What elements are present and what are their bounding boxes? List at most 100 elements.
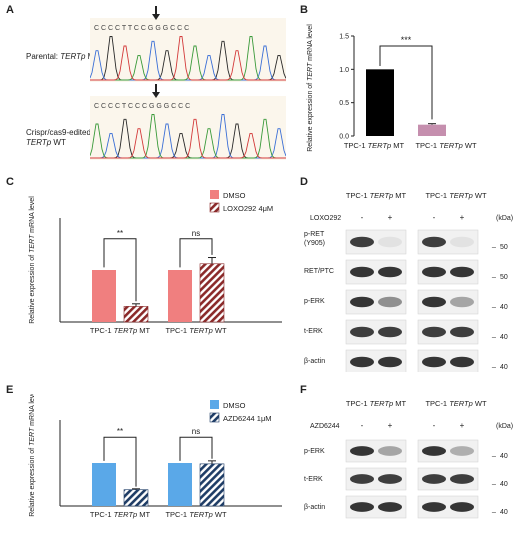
sequence-1: C C C C T T C C G G G C C C: [94, 25, 189, 32]
western-blot-d: TPC-1 TERTp MT TPC-1 TERTp WT LOXO292 (kDa)…: [304, 191, 513, 372]
panel-label-b: B: [300, 4, 308, 16]
y-tick-label: 0.5: [339, 100, 349, 107]
bar: [168, 270, 192, 322]
chromatogram-trace-2: [90, 114, 286, 159]
chart-b: Relative expression of TERT mRNA level 0.…: [307, 24, 477, 152]
legend-swatch: [210, 400, 219, 409]
blot-band: [450, 326, 474, 338]
kda-value: 40: [500, 364, 508, 371]
blot-group-label: TPC-1 TERTp WT: [425, 399, 487, 408]
blot-band: [450, 356, 474, 368]
x-tick-label: TPC-1 TERTp MT: [344, 141, 405, 150]
y-tick-label: 1.5: [339, 34, 349, 41]
chromatogram-trace-1: [90, 36, 286, 81]
blot-strip: [345, 495, 407, 519]
blot-row-label: t-ERK: [304, 328, 323, 335]
blot-band: [350, 502, 374, 512]
lane-label: -: [433, 421, 436, 430]
blot-band: [422, 266, 446, 278]
trace-line: [90, 118, 286, 159]
blot-strip: [345, 439, 407, 463]
kda-marker: _: [491, 478, 496, 485]
y-tick-label: 1.0: [339, 67, 349, 74]
y-axis-label: Relative expression of TERT mRNA level: [29, 394, 36, 517]
lane-label: +: [460, 421, 465, 430]
bar: [199, 463, 225, 507]
panel-label-d: D: [300, 176, 308, 188]
significance-label: **: [117, 229, 123, 238]
kda-marker: _: [491, 331, 496, 338]
kda-header: (kDa): [496, 423, 513, 430]
blot-band: [350, 446, 374, 456]
kda-marker: _: [491, 450, 496, 457]
blot-row-label: β-actin: [304, 504, 325, 511]
blot-row-label: t-ERK: [304, 476, 323, 483]
panel-label-c: C: [6, 176, 14, 188]
blot-band: [378, 502, 402, 512]
kda-value: 40: [500, 481, 508, 488]
x-tick-label: TPC-1 TERTp MT: [90, 510, 151, 519]
blot-band: [450, 474, 474, 484]
x-tick-label: TPC-1 TERTp WT: [165, 510, 227, 519]
blot-strip: [417, 439, 479, 463]
blot-row-label: p-ERK: [304, 298, 325, 305]
chart-c: Relative expression of TERT mRNA level TP…: [29, 190, 282, 335]
lane-label: -: [433, 213, 436, 222]
blot-strip: [417, 495, 479, 519]
bar: [168, 463, 192, 506]
kda-marker: _: [491, 506, 496, 513]
lane-label: -: [361, 213, 364, 222]
bar: [418, 124, 446, 136]
blot-band: [450, 266, 474, 278]
kda-marker: _: [491, 271, 496, 278]
y-axis-label: Relative expression of TERT mRNA level: [29, 196, 36, 324]
blot-band: [450, 296, 474, 308]
blot-group-label: TPC-1 TERTp MT: [346, 399, 407, 408]
trace-line: [90, 36, 286, 81]
legend-swatch: [210, 190, 219, 199]
blot-row-label: RET/PTC: [304, 268, 334, 275]
bar: [92, 270, 116, 322]
blot-band: [422, 502, 446, 512]
blot-band: [422, 236, 446, 248]
blot-row-label: (Y905): [304, 240, 325, 247]
blot-band: [422, 326, 446, 338]
mutation-arrow-1: [152, 6, 160, 20]
y-axis-label: Relative expression of TERT mRNA level: [307, 24, 314, 152]
treatment-label: AZD6244: [310, 423, 340, 430]
bar: [92, 463, 116, 506]
blot-row-label: p-RET: [304, 231, 325, 238]
blot-band: [450, 502, 474, 512]
blot-band: [378, 446, 402, 456]
blot-band: [378, 356, 402, 368]
lane-label: +: [460, 213, 465, 222]
kda-header: (kDa): [496, 215, 513, 222]
kda-value: 40: [500, 453, 508, 460]
blot-band: [422, 446, 446, 456]
significance-label: ns: [192, 427, 200, 436]
blot-band: [378, 326, 402, 338]
legend-label: DMSO: [223, 191, 246, 200]
significance-bracket: [179, 436, 213, 461]
blot-band: [350, 326, 374, 338]
x-tick-label: TPC-1 TERTp WT: [165, 326, 227, 335]
kda-value: 50: [500, 244, 508, 251]
bar: [366, 69, 394, 136]
significance-label: **: [117, 427, 123, 436]
trace1-label: Parental: TERTp MT: [26, 52, 99, 61]
blot-band: [422, 356, 446, 368]
legend-label: DMSO: [223, 401, 246, 410]
blot-band: [378, 236, 402, 248]
panel-label-a: A: [6, 4, 14, 16]
bar: [199, 263, 225, 323]
lane-label: +: [388, 213, 393, 222]
significance-bracket: [103, 436, 137, 487]
legend-swatch: [209, 202, 220, 213]
blot-group-label: TPC-1 TERTp WT: [425, 191, 487, 200]
blot-band: [350, 266, 374, 278]
bar: [123, 489, 149, 507]
blot-band: [350, 236, 374, 248]
blot-band: [378, 474, 402, 484]
kda-marker: _: [491, 241, 496, 248]
x-tick-label: TPC-1 TERTp MT: [90, 326, 151, 335]
